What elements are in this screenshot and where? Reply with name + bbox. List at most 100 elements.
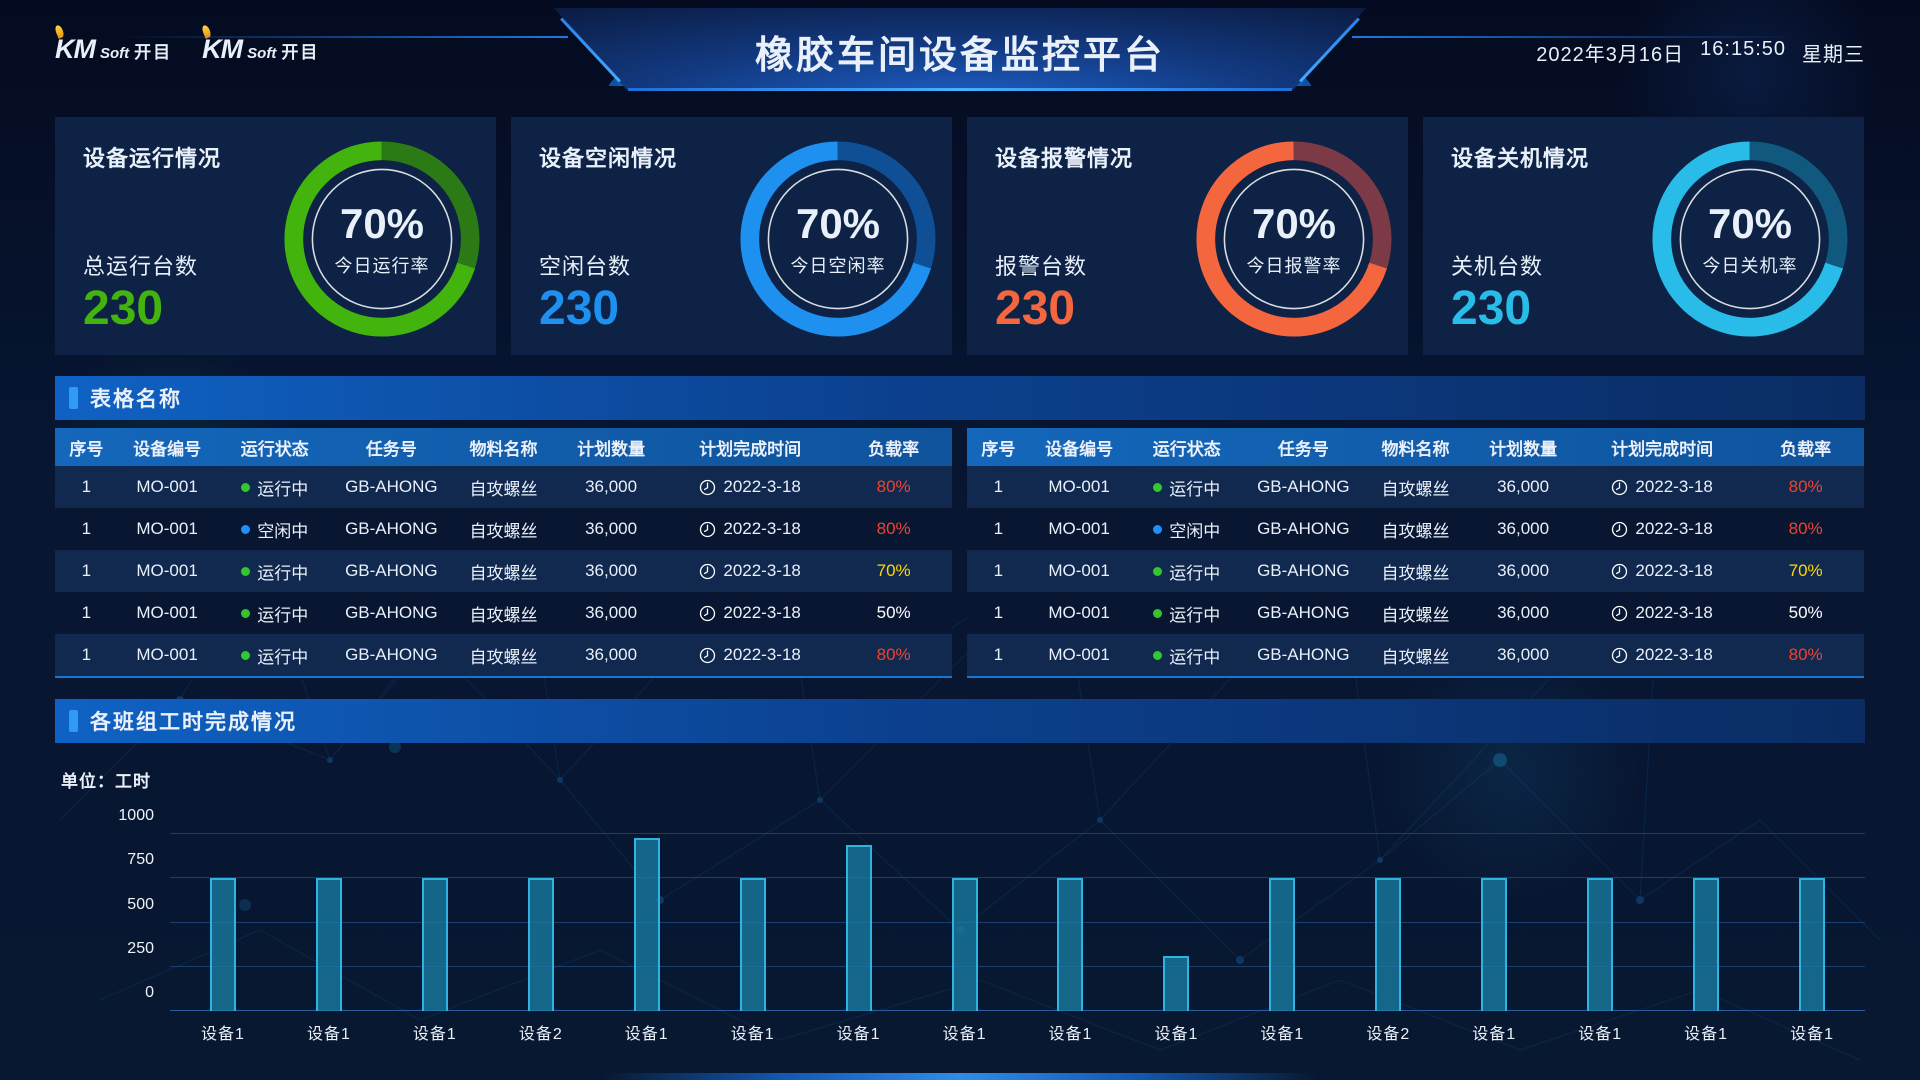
donut-center-text: 70% 今日报警率 (1196, 141, 1392, 337)
cell-plan-qty: 36,000 (585, 561, 638, 580)
weekday-text: 星期三 (1802, 44, 1865, 66)
bar-label: 设备1 (1472, 1026, 1517, 1043)
cell-load-rate: 80% (876, 645, 911, 664)
count-value: 230 (1451, 282, 1532, 335)
table-header-row: 序号 设备编号 运行状态 任务号 物料名称 计划数量 计划完成时间 负载率 (967, 428, 1864, 466)
card-title: 设备关机情况 (1451, 146, 1590, 171)
bar (1799, 878, 1826, 1011)
status-dot-icon (1153, 482, 1163, 492)
bar-label: 设备1 (1578, 1026, 1623, 1043)
table-header-cell: 负载率 (1780, 439, 1832, 459)
bar-label: 设备1 (836, 1026, 881, 1043)
clock-icon (1612, 647, 1628, 663)
cell-seq: 1 (993, 561, 1004, 580)
cell-due-date: 2022-3-18 (1577, 477, 1747, 497)
page-title: 橡胶车间设备监控平台 (754, 34, 1165, 77)
bar (633, 838, 660, 1011)
status-dot-icon (241, 482, 251, 492)
bar-slot (806, 845, 912, 1011)
cell-status: 空闲中 (1128, 517, 1245, 542)
cell-due-date: 2022-3-18 (665, 519, 835, 539)
count-value: 230 (83, 282, 164, 335)
clock-icon (1612, 521, 1628, 537)
status-text: 运行中 (1169, 563, 1221, 583)
bar-label: 设备1 (730, 1026, 775, 1043)
bar-slot (382, 878, 488, 1011)
chart-unit-label: 单位：工时 (61, 772, 151, 791)
cell-task-no: GB-AHONG (1257, 603, 1350, 622)
cell-seq: 1 (993, 477, 1004, 496)
cell-due-date: 2022-3-18 (1577, 645, 1747, 665)
stat-card: 设备空闲情况 空闲台数 230 70% 今日空闲率 (511, 117, 952, 355)
status-dot-icon (241, 650, 251, 660)
logo-soft-text: Soft (247, 45, 277, 62)
cell-seq: 1 (993, 645, 1004, 664)
cell-task-no: GB-AHONG (345, 519, 438, 538)
table-row: 1 MO-001 运行中 GB-AHONG 自攻螺丝 36,000 2022-3-18 50% (55, 592, 952, 634)
device-table-left: 序号 设备编号 运行状态 任务号 物料名称 计划数量 计划完成时间 负载率 1 MO-001 运行中… (55, 428, 952, 678)
section-accent-bar (69, 387, 78, 409)
bar (951, 878, 978, 1011)
bar-slot (1653, 878, 1759, 1011)
y-axis-tick: 500 (127, 895, 154, 913)
footer-accent-bar (602, 1073, 1318, 1080)
cell-plan-qty: 36,000 (585, 477, 638, 496)
status-text: 运行中 (257, 647, 309, 667)
donut-ring (1196, 141, 1392, 337)
cell-status: 运行中 (216, 601, 333, 626)
gridline (170, 1010, 1865, 1011)
bar-slot (276, 878, 382, 1011)
bar-label: 设备1 (1154, 1026, 1199, 1043)
bar (1481, 878, 1508, 1011)
y-axis-tick: 1000 (118, 807, 154, 824)
cell-device-id: MO-001 (136, 519, 198, 538)
cell-task-no: GB-AHONG (1257, 561, 1350, 580)
bar-slot (1335, 878, 1441, 1011)
cell-device-id: MO-001 (136, 561, 198, 580)
cell-seq: 1 (81, 561, 92, 580)
cell-seq: 1 (81, 519, 92, 538)
chart-x-axis-labels: 设备1 设备1 设备1 设备2 设备1 设备1 设备1 设备1 设备1 设备1 设备1 设备2 设备1 设… (170, 1020, 1865, 1044)
table-header-cell: 运行状态 (1152, 439, 1221, 459)
donut-percent-value: 70% (339, 200, 425, 247)
y-axis-tick: 750 (127, 851, 154, 869)
cell-due-date: 2022-3-18 (665, 561, 835, 581)
card-title: 设备空闲情况 (539, 146, 678, 171)
due-date-text: 2022-3-18 (723, 561, 801, 580)
bar (1269, 878, 1296, 1011)
cell-due-date: 2022-3-18 (665, 645, 835, 665)
bar (1375, 878, 1402, 1011)
cell-material: 自攻螺丝 (469, 521, 538, 541)
cell-seq: 1 (81, 477, 92, 496)
cell-material: 自攻螺丝 (1381, 647, 1450, 667)
donut-percent-value: 70% (1251, 200, 1337, 247)
stat-card-info: 设备关机情况 关机台数 230 (1451, 141, 1589, 333)
bar-label: 设备1 (201, 1026, 245, 1043)
table-header-cell: 任务号 (365, 439, 417, 459)
status-dot-icon (1153, 524, 1163, 534)
bar-label: 设备1 (1048, 1026, 1093, 1043)
bar-slot (1018, 878, 1124, 1011)
donut-rate-label: 今日空闲率 (790, 256, 886, 276)
status-dot-icon (241, 524, 251, 534)
bar-label: 设备2 (518, 1026, 563, 1043)
cell-status: 运行中 (1128, 475, 1245, 500)
count-label: 报警台数 (995, 254, 1088, 279)
cell-plan-qty: 36,000 (585, 603, 638, 622)
cell-status: 运行中 (1128, 601, 1245, 626)
date-text: 2022年3月16日 (1536, 44, 1685, 66)
title-banner: 橡胶车间设备监控平台 (554, 8, 1366, 90)
table-row: 1 MO-001 运行中 GB-AHONG 自攻螺丝 36,000 2022-3-18 70% (967, 550, 1864, 592)
clock-icon (700, 605, 716, 621)
bar-slot (488, 878, 594, 1011)
clock-icon (1612, 563, 1628, 579)
due-date-text: 2022-3-18 (723, 477, 801, 496)
card-count-block: 总运行台数 230 (83, 249, 221, 333)
banner-border-bottom (628, 88, 1292, 91)
cell-task-no: GB-AHONG (345, 603, 438, 622)
cell-seq: 1 (993, 603, 1004, 622)
cell-seq: 1 (993, 519, 1004, 538)
cell-plan-qty: 36,000 (1497, 645, 1550, 664)
table-row: 1 MO-001 运行中 GB-AHONG 自攻螺丝 36,000 2022-3-18 50% (967, 592, 1864, 634)
bar-slot (594, 838, 700, 1011)
